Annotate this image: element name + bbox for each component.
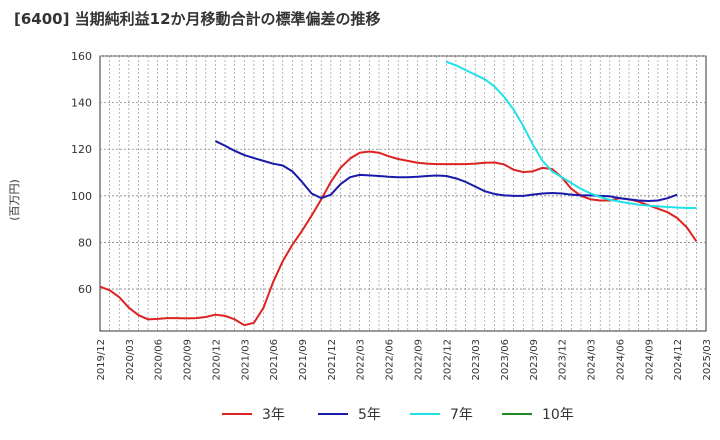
x-tick-label: 2024/09 xyxy=(644,339,655,381)
legend-label-2: 7年 xyxy=(450,407,473,423)
x-tick-label: 2021/09 xyxy=(298,339,309,381)
x-tick-label: 2024/06 xyxy=(615,339,626,381)
x-tick-label: 2024/12 xyxy=(673,339,684,381)
series-line-2 xyxy=(445,60,697,209)
y-tick-label: 160 xyxy=(71,50,92,63)
legend: 3年 5年 7年 10年 xyxy=(222,407,574,423)
x-tick-label: 2025/03 xyxy=(702,339,713,381)
y-tick-label: 140 xyxy=(71,97,92,110)
x-tick-label: 2024/03 xyxy=(587,339,598,381)
x-tick-label: 2023/09 xyxy=(529,339,540,381)
series-line-0 xyxy=(99,150,698,327)
y-axis-label: (百万円) xyxy=(8,179,21,221)
x-tick-label: 2022/09 xyxy=(413,339,424,381)
x-tick-label: 2019/12 xyxy=(96,339,107,381)
legend-label-1: 5年 xyxy=(358,407,381,423)
x-tick-label: 2022/12 xyxy=(442,339,453,381)
x-tick-label: 2022/06 xyxy=(385,339,396,381)
y-tick-label: 100 xyxy=(71,190,92,203)
plot-area xyxy=(99,55,707,332)
y-axis-ticks: 60 80 100 120 140 160 xyxy=(71,50,92,296)
x-tick-label: 2020/09 xyxy=(183,339,194,381)
x-tick-label: 2020/06 xyxy=(154,339,165,381)
legend-label-3: 10年 xyxy=(542,407,574,423)
y-tick-label: 80 xyxy=(78,236,92,249)
x-tick-label: 2021/12 xyxy=(327,339,338,381)
grid-lines xyxy=(100,55,706,331)
x-tick-label: 2023/06 xyxy=(500,339,511,381)
x-tick-label: 2023/12 xyxy=(558,339,569,381)
x-tick-label: 2020/12 xyxy=(211,339,222,381)
x-tick-label: 2021/03 xyxy=(240,339,251,381)
x-tick-label: 2021/06 xyxy=(269,339,280,381)
series-line-1 xyxy=(214,140,678,202)
chart-title: [6400] 当期純利益12か月移動合計の標準偏差の推移 xyxy=(14,10,381,28)
x-tick-label: 2022/03 xyxy=(356,339,367,381)
x-tick-label: 2020/03 xyxy=(125,339,136,381)
x-axis-ticks: 2019/12 2020/03 2020/06 2020/09 2020/12 2021/… xyxy=(96,339,713,381)
y-tick-label: 60 xyxy=(78,283,92,296)
x-tick-label: 2023/03 xyxy=(471,339,482,381)
series-lines xyxy=(99,60,698,327)
legend-label-0: 3年 xyxy=(262,407,285,423)
y-tick-label: 120 xyxy=(71,143,92,156)
